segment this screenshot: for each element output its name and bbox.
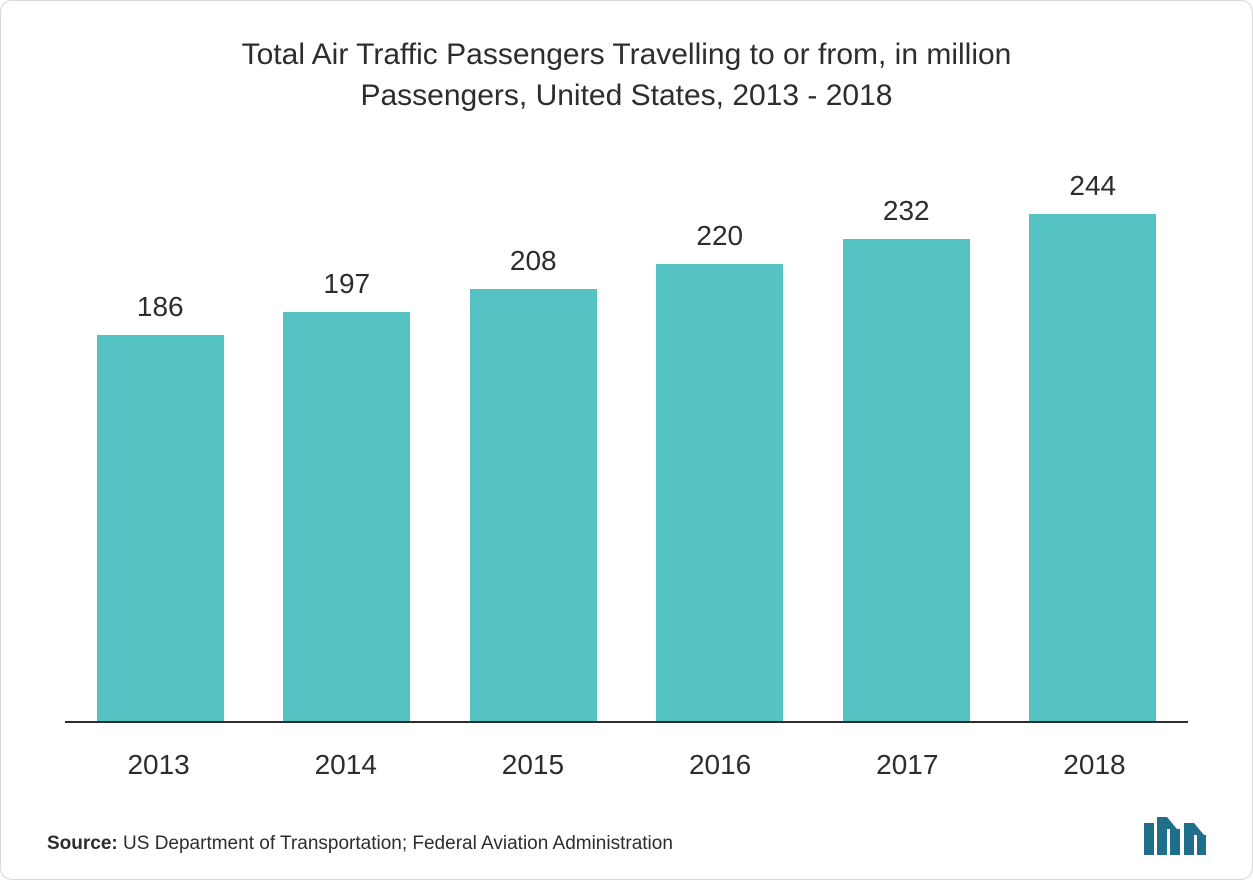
bar-slot: 244 (1000, 160, 1187, 721)
bar-value-label: 244 (1069, 170, 1116, 202)
bar-rect (1029, 214, 1156, 721)
source-prefix: Source: (47, 833, 118, 854)
bar-value-label: 220 (696, 220, 743, 252)
chart-footer: Source: US Department of Transportation;… (41, 817, 1212, 855)
chart-title: Total Air Traffic Passengers Travelling … (242, 35, 1012, 116)
bar-slot: 208 (440, 160, 627, 721)
bar-rect (843, 239, 970, 721)
bar-value-label: 208 (510, 245, 557, 277)
x-axis-label: 2013 (65, 749, 252, 781)
bar-rect (656, 264, 783, 721)
x-axis-labels: 201320142015201620172018 (65, 749, 1188, 781)
x-axis-label: 2017 (814, 749, 1001, 781)
bar-slot: 232 (813, 160, 1000, 721)
bars-container: 186 197 208 220 232 244 (65, 160, 1188, 723)
x-axis-label: 2014 (252, 749, 439, 781)
bar-rect (470, 289, 597, 721)
chart-plot-area: 186 197 208 220 232 244 (65, 160, 1188, 723)
bar-slot: 186 (67, 160, 254, 721)
bar-rect (283, 312, 410, 721)
bar-value-label: 197 (323, 268, 370, 300)
chart-card: Total Air Traffic Passengers Travelling … (0, 0, 1253, 880)
bar-value-label: 186 (137, 291, 184, 323)
brand-logo-icon (1144, 817, 1206, 855)
bar-slot: 220 (627, 160, 814, 721)
bar-rect (97, 335, 224, 721)
x-axis-label: 2015 (439, 749, 626, 781)
source-citation: Source: US Department of Transportation;… (47, 833, 673, 855)
source-text: US Department of Transportation; Federal… (118, 833, 673, 854)
bar-value-label: 232 (883, 195, 930, 227)
x-axis-label: 2016 (627, 749, 814, 781)
bar-slot: 197 (254, 160, 441, 721)
x-axis-label: 2018 (1001, 749, 1188, 781)
